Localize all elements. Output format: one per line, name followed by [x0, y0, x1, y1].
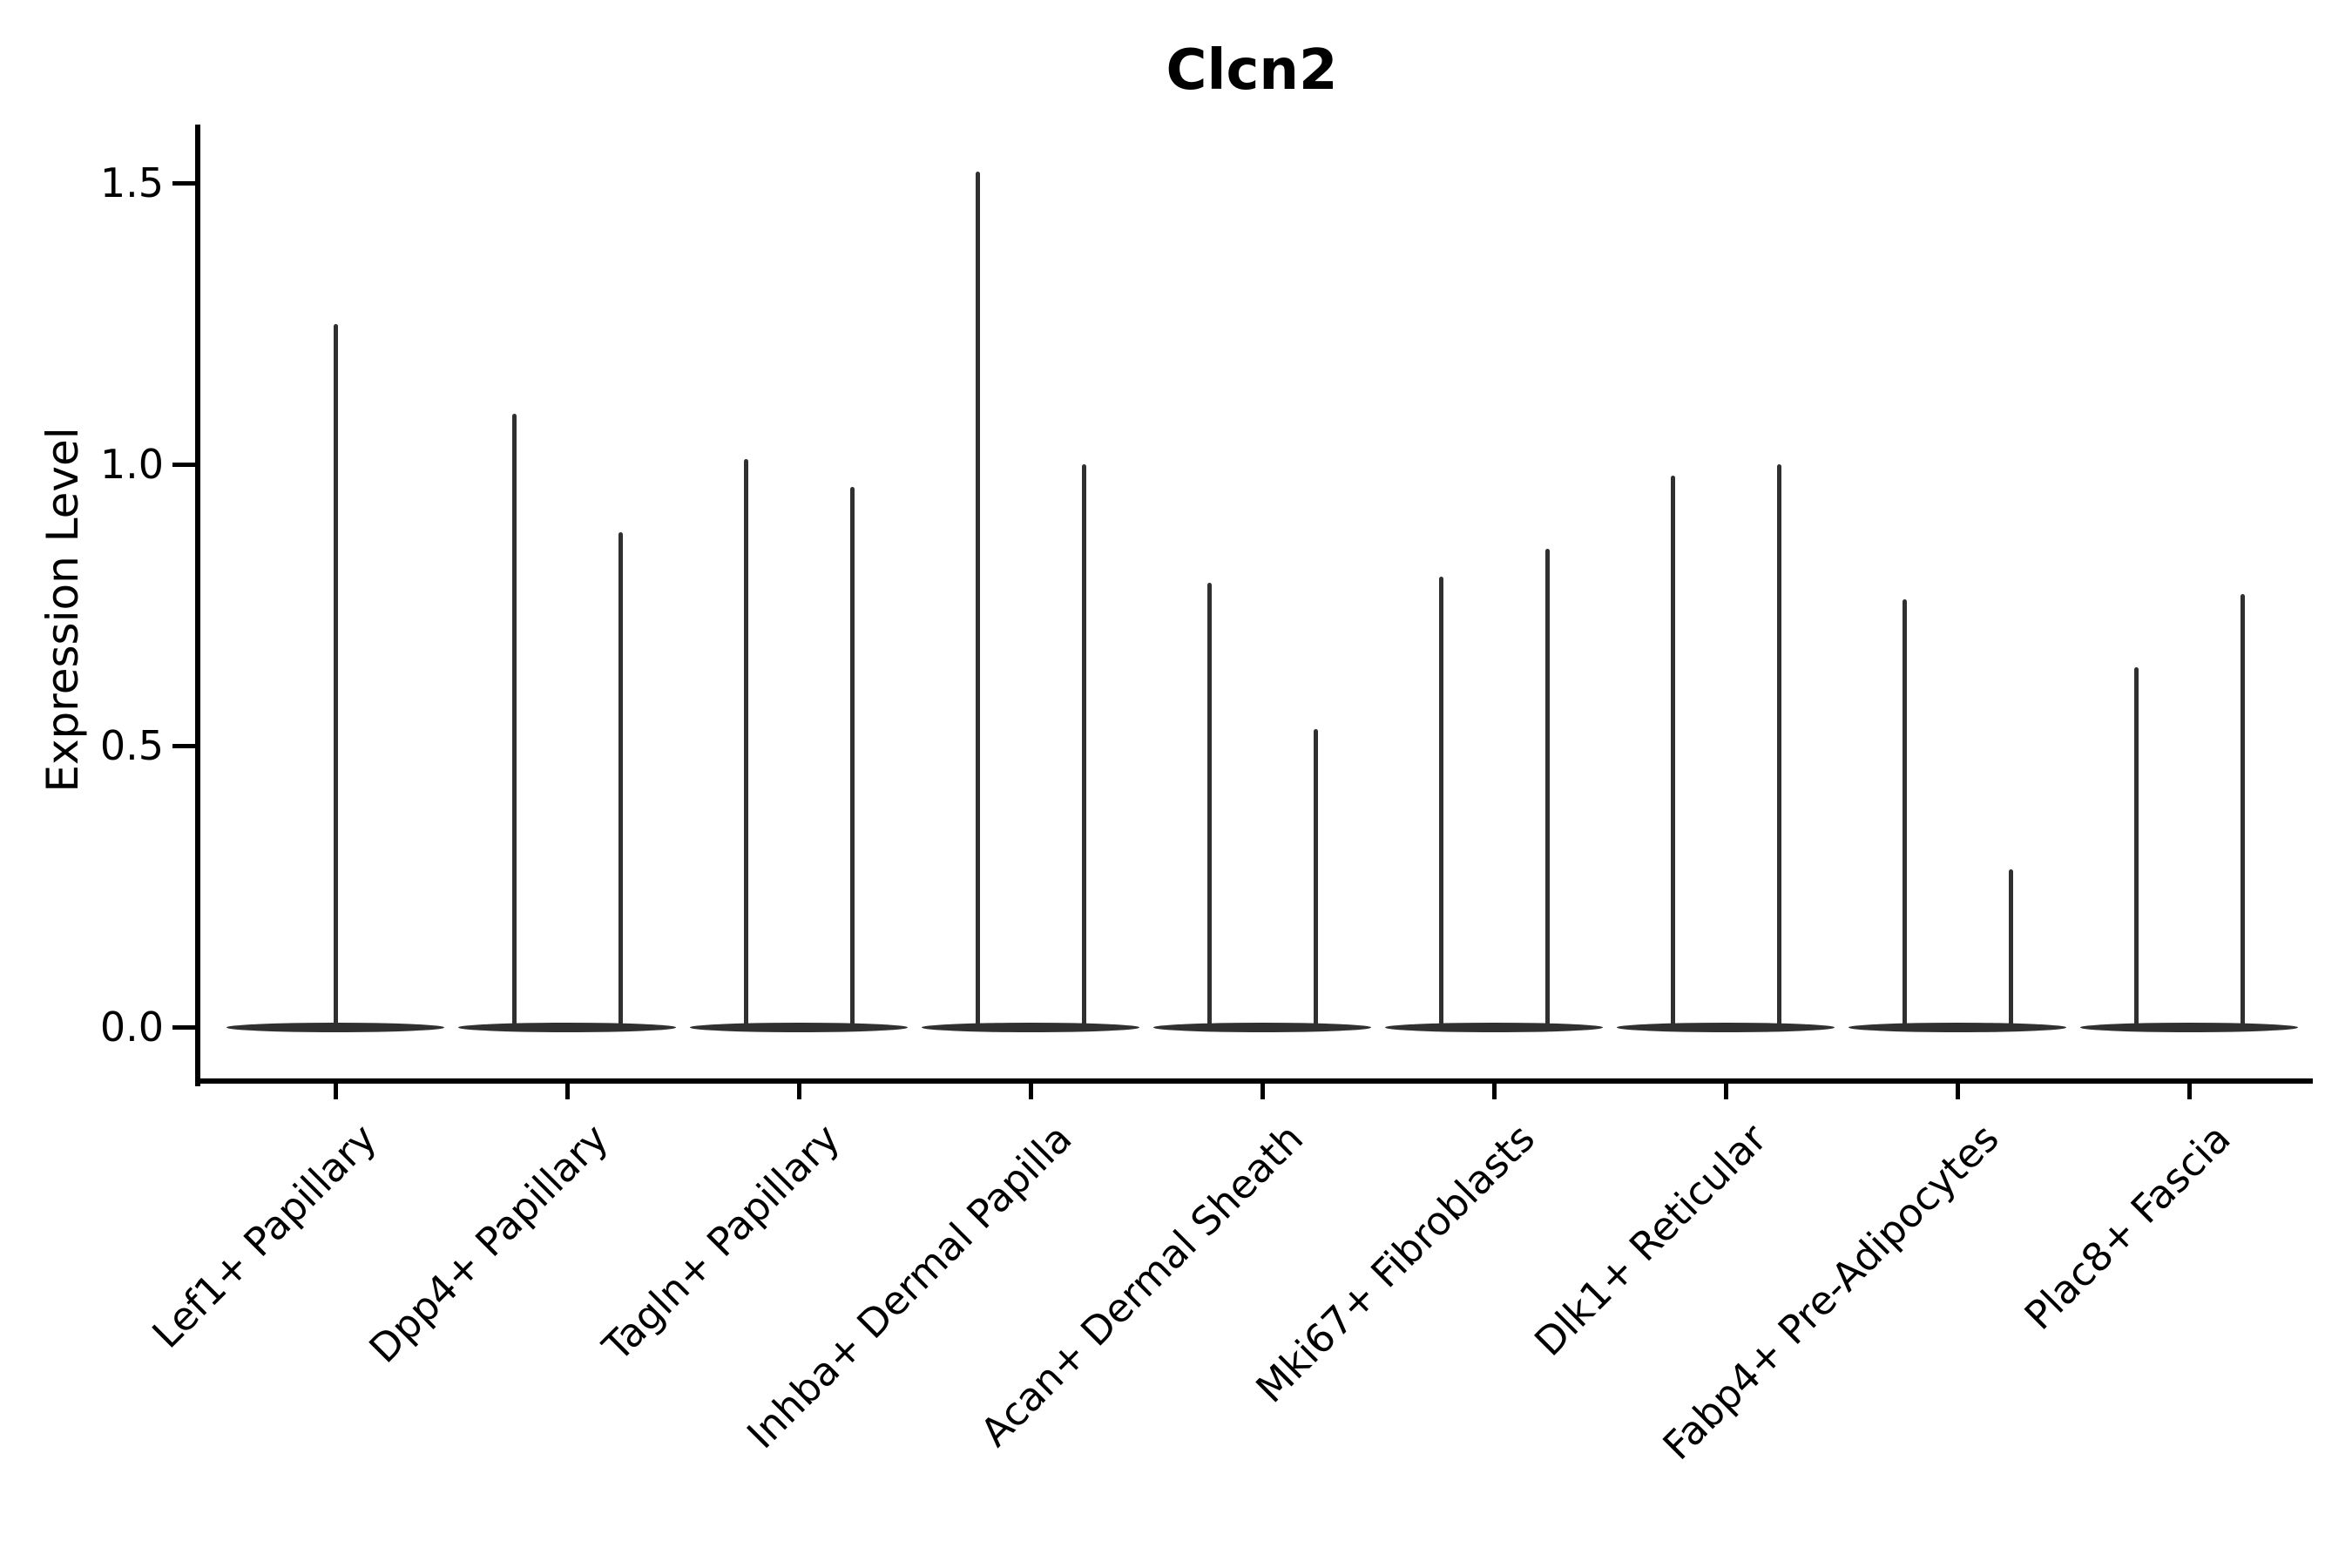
- y-tick-label: 0.0: [99, 1004, 164, 1051]
- x-axis-spine: [195, 1078, 2313, 1084]
- violin-baseline: [690, 1022, 908, 1032]
- violin-spike: [333, 323, 338, 1030]
- violin-baseline: [922, 1022, 1139, 1032]
- y-axis-spine: [195, 125, 200, 1086]
- y-axis-label: Expression Level: [37, 427, 88, 793]
- y-tick-mark: [172, 180, 195, 186]
- violin-spike: [849, 486, 855, 1030]
- x-tick-mark: [1723, 1084, 1728, 1099]
- violin-spike: [1438, 577, 1443, 1030]
- x-tick-mark: [1028, 1084, 1033, 1099]
- x-tick-mark: [564, 1084, 570, 1099]
- x-tick-mark: [1491, 1084, 1497, 1099]
- x-tick-label: Dpp4+ Papillary: [360, 1115, 618, 1372]
- violin-spike: [2240, 593, 2245, 1030]
- y-tick-label: 1.5: [99, 159, 164, 206]
- violin-spike: [1902, 599, 1907, 1030]
- y-tick-label: 0.5: [99, 722, 164, 769]
- violin-spike: [511, 413, 517, 1030]
- chart-title: Clcn2: [1166, 38, 1338, 103]
- violin-spike: [975, 172, 980, 1030]
- y-tick-mark: [172, 743, 195, 748]
- violin-spike: [743, 458, 748, 1030]
- violin-spike: [1776, 464, 1781, 1030]
- x-tick-mark: [2186, 1084, 2192, 1099]
- y-tick-mark: [172, 462, 195, 467]
- x-tick-mark: [333, 1084, 338, 1099]
- violin-baseline: [1385, 1022, 1603, 1032]
- violin-baseline: [1153, 1022, 1371, 1032]
- x-tick-label: Tagln+ Papillary: [593, 1115, 849, 1370]
- violin-spike: [1544, 548, 1550, 1030]
- violin-baseline: [458, 1022, 676, 1032]
- violin-baseline: [2080, 1022, 2298, 1032]
- violin-baseline: [1617, 1022, 1835, 1032]
- violin-spike: [618, 531, 623, 1030]
- x-tick-mark: [1260, 1084, 1265, 1099]
- violin-spike: [2008, 869, 2013, 1030]
- violin-spike: [1081, 464, 1086, 1030]
- violin-spike: [1206, 582, 1212, 1030]
- x-tick-mark: [1955, 1084, 1960, 1099]
- violin-spike: [1670, 475, 1675, 1030]
- y-tick-mark: [172, 1024, 195, 1030]
- violin-spike: [2133, 666, 2139, 1030]
- x-tick-mark: [796, 1084, 801, 1099]
- x-tick-label: Dlk1+ Reticular: [1525, 1115, 1776, 1365]
- violin-baseline: [1848, 1022, 2066, 1032]
- violin-spike: [1313, 728, 1318, 1030]
- y-tick-label: 1.0: [99, 441, 164, 488]
- x-tick-label: Plac8+ Fascia: [2015, 1115, 2240, 1339]
- x-tick-label: Lef1+ Papillary: [143, 1115, 386, 1357]
